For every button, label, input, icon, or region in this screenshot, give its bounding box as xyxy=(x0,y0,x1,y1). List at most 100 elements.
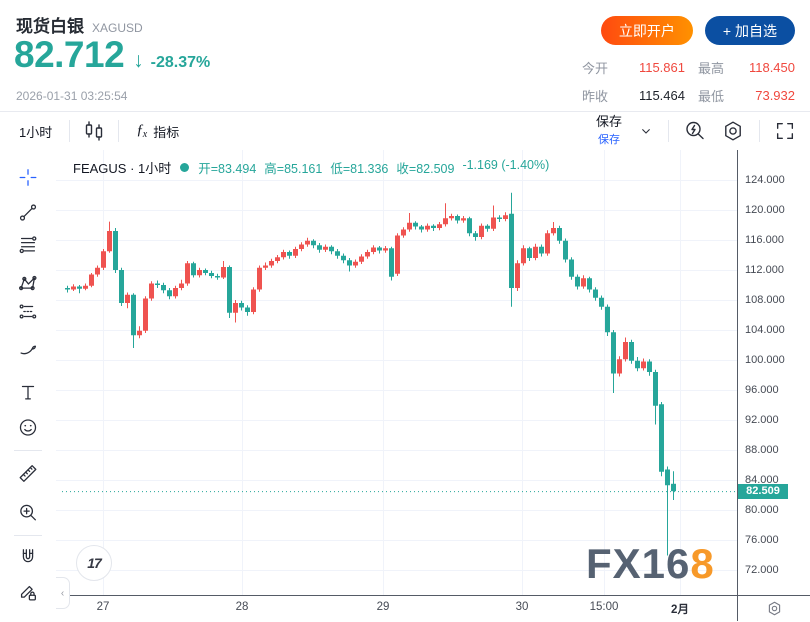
candle xyxy=(245,307,250,312)
price-tick-label: 92.000 xyxy=(745,414,779,426)
legend-open: 开=83.494 xyxy=(198,162,257,176)
stat-value: 115.464 xyxy=(638,88,685,103)
open-account-button[interactable]: 立即开户 xyxy=(600,16,693,45)
candle xyxy=(317,245,322,250)
candle xyxy=(467,218,472,234)
candlestick-icon xyxy=(86,121,103,141)
candle xyxy=(131,294,136,336)
candle xyxy=(569,259,574,277)
save-menu-button[interactable] xyxy=(634,119,658,143)
tool-xabcd-pattern[interactable] xyxy=(11,267,45,299)
stat-value: 118.450 xyxy=(748,60,795,75)
price-tick-label: 124.000 xyxy=(745,174,785,186)
candle xyxy=(149,283,154,299)
save-button[interactable]: 保存 保存 xyxy=(590,113,628,149)
candle xyxy=(383,248,388,251)
candle-style-button[interactable] xyxy=(78,115,110,147)
fullscreen-icon xyxy=(776,122,794,140)
stat-label: 昨收 xyxy=(581,89,608,104)
candle xyxy=(659,404,664,472)
candle xyxy=(551,228,556,234)
candle xyxy=(287,252,292,256)
drawing-toolbar xyxy=(0,150,57,621)
quote-stats: 今开 115.861 最高 118.450 昨收 115.464 最低 73.932 xyxy=(582,58,795,105)
candle xyxy=(335,251,340,256)
candle xyxy=(113,231,118,270)
candle xyxy=(293,249,298,256)
axis-settings-gear-icon[interactable] xyxy=(766,600,783,622)
indicators-label: 指标 xyxy=(153,124,180,140)
stat-value: 73.932 xyxy=(755,88,795,103)
indicators-button[interactable]: ƒx 指标 xyxy=(127,118,188,145)
candle xyxy=(539,246,544,254)
tradingview-logo[interactable]: 17 xyxy=(76,545,112,581)
candle xyxy=(341,255,346,261)
price-row: 82.712 ↓ -28.37% xyxy=(14,34,210,76)
price-tick-label: 108.000 xyxy=(745,294,785,306)
candlestick-chart[interactable] xyxy=(56,150,810,621)
fx168-watermark: FX168 xyxy=(586,540,715,588)
price-tick-label: 120.000 xyxy=(745,204,785,216)
candle xyxy=(299,244,304,249)
candle xyxy=(185,263,190,284)
market-status-dot-icon xyxy=(180,163,190,172)
stat-value: 115.861 xyxy=(638,60,685,75)
candle xyxy=(611,332,616,374)
candle xyxy=(563,240,568,260)
tool-emoji[interactable] xyxy=(11,411,45,443)
tool-zoom-in[interactable] xyxy=(11,496,45,528)
legend-close: 收=82.509 xyxy=(396,162,455,176)
interval-button[interactable]: 1小时 xyxy=(10,118,61,145)
tool-divider xyxy=(14,535,42,536)
chart-settings-button[interactable] xyxy=(717,115,749,147)
price-tick-label: 104.000 xyxy=(745,324,785,336)
candle xyxy=(365,252,370,257)
candle xyxy=(95,267,100,275)
tool-brush[interactable] xyxy=(11,332,45,364)
down-arrow-icon: ↓ xyxy=(133,49,144,72)
add-watchlist-button[interactable]: + 加自选 xyxy=(704,16,795,45)
change-percent: -28.37% xyxy=(150,54,211,71)
tool-text[interactable] xyxy=(11,376,45,408)
toolbar-divider xyxy=(668,120,669,142)
fullscreen-button[interactable] xyxy=(770,116,800,146)
chart-toolbar: 1小时 ƒx 指标 保存 保存 xyxy=(0,112,810,151)
emoji-icon xyxy=(19,418,37,436)
tool-draw-lock[interactable] xyxy=(11,576,45,608)
tool-forecast[interactable] xyxy=(11,295,45,327)
candle xyxy=(359,256,364,262)
candle xyxy=(419,226,424,230)
candle xyxy=(161,285,166,291)
candle xyxy=(155,283,160,285)
tool-magnet[interactable] xyxy=(11,541,45,573)
candle xyxy=(389,248,394,277)
price-tick-label: 96.000 xyxy=(745,384,779,396)
candle xyxy=(227,267,232,313)
collapse-toolbar-handle[interactable]: ‹ xyxy=(56,577,70,609)
quick-search-button[interactable] xyxy=(679,115,711,147)
candle xyxy=(65,288,70,290)
candle xyxy=(239,303,244,308)
symbol-code: XAGUSD xyxy=(92,21,143,35)
last-price: 82.712 xyxy=(14,34,125,75)
price-tick-label: 100.000 xyxy=(745,354,785,366)
tool-fib-retracement[interactable] xyxy=(11,228,45,260)
candle xyxy=(527,248,532,258)
candle xyxy=(641,361,646,369)
candle xyxy=(377,247,382,251)
candle xyxy=(107,231,112,252)
candle xyxy=(599,297,604,307)
time-tick-label: 15:00 xyxy=(589,601,619,613)
tool-ruler[interactable] xyxy=(11,457,45,489)
candle xyxy=(269,261,274,266)
candle xyxy=(473,233,478,237)
candle xyxy=(455,216,460,221)
stat-label: 今开 xyxy=(581,61,608,76)
tool-trend-line[interactable] xyxy=(11,196,45,228)
tool-crosshair[interactable] xyxy=(11,161,45,193)
candle xyxy=(581,278,586,287)
price-tick-label: 116.000 xyxy=(745,234,784,246)
candle xyxy=(647,361,652,372)
candle xyxy=(83,285,88,289)
candle xyxy=(401,229,406,236)
